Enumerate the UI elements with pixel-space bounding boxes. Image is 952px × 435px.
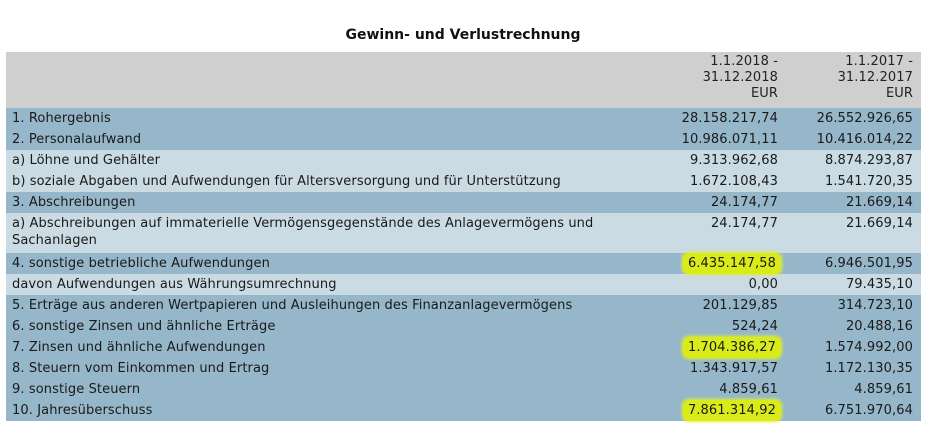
value-2018: 9.313.962,68 bbox=[654, 150, 786, 171]
table-row: 2. Personalaufwand 10.986.071,11 10.416.… bbox=[6, 129, 921, 150]
header-label-cell bbox=[6, 52, 654, 108]
row-label: 3. Abschreibungen bbox=[6, 192, 654, 213]
row-label: 7. Zinsen und ähnliche Aufwendungen bbox=[6, 337, 654, 358]
row-label: a) Abschreibungen auf immaterielle Vermö… bbox=[6, 213, 654, 253]
table-row: 10. Jahresüberschuss 7.861.314,92 6.751.… bbox=[6, 400, 921, 421]
value-2017: 1.574.992,00 bbox=[786, 337, 921, 358]
highlighted-value: 7.861.314,92 bbox=[682, 400, 781, 421]
header-2018-from: 1.1.2018 - bbox=[710, 54, 778, 69]
table-row: a) Abschreibungen auf immaterielle Vermö… bbox=[6, 213, 921, 253]
value-2017: 314.723,10 bbox=[786, 295, 921, 316]
value-2018: 10.986.071,11 bbox=[654, 129, 786, 150]
header-2017-to: 31.12.2017 bbox=[837, 70, 913, 85]
header-2017-currency: EUR bbox=[885, 86, 913, 101]
table-row: 7. Zinsen und ähnliche Aufwendungen 1.70… bbox=[6, 337, 921, 358]
value-2017: 8.874.293,87 bbox=[786, 150, 921, 171]
row-label: 2. Personalaufwand bbox=[6, 129, 654, 150]
value-2018: 524,24 bbox=[654, 316, 786, 337]
header-period-2018: 1.1.2018 - 31.12.2018 EUR bbox=[654, 52, 786, 108]
value-2017: 21.669,14 bbox=[786, 192, 921, 213]
value-2017: 20.488,16 bbox=[786, 316, 921, 337]
value-2018: 1.704.386,27 bbox=[654, 337, 786, 358]
value-2017: 4.859,61 bbox=[786, 379, 921, 400]
value-2018: 1.343.917,57 bbox=[654, 358, 786, 379]
table-row: 1. Rohergebnis 28.158.217,74 26.552.926,… bbox=[6, 108, 921, 129]
value-2017: 6.751.970,64 bbox=[786, 400, 921, 421]
header-2018-currency: EUR bbox=[750, 86, 778, 101]
header-period-2017: 1.1.2017 - 31.12.2017 EUR bbox=[786, 52, 921, 108]
value-2018: 24.174,77 bbox=[654, 213, 786, 253]
row-label: 4. sonstige betriebliche Aufwendungen bbox=[6, 253, 654, 274]
value-2017: 1.172.130,35 bbox=[786, 358, 921, 379]
row-label: 1. Rohergebnis bbox=[6, 108, 654, 129]
value-2017: 26.552.926,65 bbox=[786, 108, 921, 129]
row-label: 8. Steuern vom Einkommen und Ertrag bbox=[6, 358, 654, 379]
table-row: 9. sonstige Steuern 4.859,61 4.859,61 bbox=[6, 379, 921, 400]
value-2018: 1.672.108,43 bbox=[654, 171, 786, 192]
value-2018: 7.861.314,92 bbox=[654, 400, 786, 421]
table-row: 6. sonstige Zinsen und ähnliche Erträge … bbox=[6, 316, 921, 337]
value-2018: 201.129,85 bbox=[654, 295, 786, 316]
table-header-row: 1.1.2018 - 31.12.2018 EUR 1.1.2017 - 31.… bbox=[6, 52, 921, 108]
highlighted-value: 6.435.147,58 bbox=[682, 253, 781, 274]
value-2018: 0,00 bbox=[654, 274, 786, 295]
table-row: b) soziale Abgaben und Aufwendungen für … bbox=[6, 171, 921, 192]
value-2018: 6.435.147,58 bbox=[654, 253, 786, 274]
page-title: Gewinn- und Verlustrechnung bbox=[345, 27, 581, 43]
table-row: a) Löhne und Gehälter 9.313.962,68 8.874… bbox=[6, 150, 921, 171]
header-2017-from: 1.1.2017 - bbox=[845, 54, 913, 69]
value-2018: 28.158.217,74 bbox=[654, 108, 786, 129]
value-2018: 4.859,61 bbox=[654, 379, 786, 400]
highlighted-value: 1.704.386,27 bbox=[682, 337, 781, 358]
value-2017: 6.946.501,95 bbox=[786, 253, 921, 274]
value-2017: 21.669,14 bbox=[786, 213, 921, 253]
table-row: 8. Steuern vom Einkommen und Ertrag 1.34… bbox=[6, 358, 921, 379]
value-2017: 79.435,10 bbox=[786, 274, 921, 295]
value-2018: 24.174,77 bbox=[654, 192, 786, 213]
row-label: 10. Jahresüberschuss bbox=[6, 400, 654, 421]
value-2017: 10.416.014,22 bbox=[786, 129, 921, 150]
row-label: a) Löhne und Gehälter bbox=[6, 150, 654, 171]
income-statement-table: 1.1.2018 - 31.12.2018 EUR 1.1.2017 - 31.… bbox=[6, 52, 921, 421]
row-label: b) soziale Abgaben und Aufwendungen für … bbox=[6, 171, 654, 192]
table-row: 5. Erträge aus anderen Wertpapieren und … bbox=[6, 295, 921, 316]
table-row: 3. Abschreibungen 24.174,77 21.669,14 bbox=[6, 192, 921, 213]
row-label: 6. sonstige Zinsen und ähnliche Erträge bbox=[6, 316, 654, 337]
header-2018-to: 31.12.2018 bbox=[702, 70, 778, 85]
row-label: 5. Erträge aus anderen Wertpapieren und … bbox=[6, 295, 654, 316]
table-row: davon Aufwendungen aus Währungsumrechnun… bbox=[6, 274, 921, 295]
row-label: davon Aufwendungen aus Währungsumrechnun… bbox=[6, 274, 654, 295]
value-2017: 1.541.720,35 bbox=[786, 171, 921, 192]
row-label: 9. sonstige Steuern bbox=[6, 379, 654, 400]
table-row: 4. sonstige betriebliche Aufwendungen 6.… bbox=[6, 253, 921, 274]
